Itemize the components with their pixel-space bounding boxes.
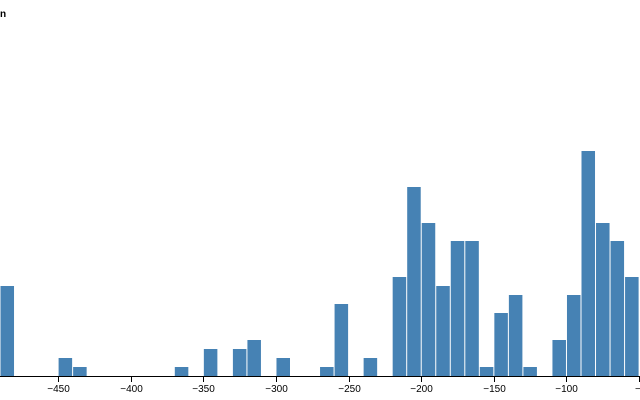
x-tick-label-6: −150: [483, 384, 506, 395]
histogram-bar-17: [479, 367, 494, 376]
histogram-bar-23: [581, 151, 596, 376]
histogram-bar-11: [392, 277, 407, 376]
histogram-bar-22: [566, 295, 581, 376]
x-tick-label-2: −350: [192, 384, 215, 395]
histogram-bar-5: [232, 349, 247, 376]
histogram-bar-25: [610, 241, 625, 376]
histogram-bar-2: [73, 367, 87, 376]
histogram-bar-6: [247, 340, 261, 376]
histogram-bar-10: [363, 358, 378, 376]
histogram-bar-19: [508, 295, 523, 376]
histogram-bar-3: [174, 367, 189, 376]
x-tick-label-0: −450: [47, 384, 70, 395]
x-tick-label-5: −200: [410, 384, 433, 395]
x-tick-label-8: −: [635, 384, 640, 395]
histogram-bar-15: [450, 241, 465, 376]
histogram-bar-1: [58, 358, 73, 376]
histogram-bar-0: [0, 286, 15, 376]
x-axis: −450 −400 −350 −300 −250 −200 −150 −100 −: [0, 376, 640, 395]
bars-group: [0, 151, 639, 376]
histogram-bar-4: [203, 349, 218, 376]
histogram-bar-18: [494, 313, 508, 376]
histogram-bar-7: [276, 358, 290, 376]
x-tick-label-3: −300: [265, 384, 288, 395]
x-tick-label-4: −250: [338, 384, 361, 395]
histogram-bar-13: [421, 223, 436, 376]
histogram-bar-21: [552, 340, 566, 376]
histogram-bar-9: [334, 304, 349, 376]
histogram-bar-26: [625, 277, 639, 376]
histogram-bar-20: [523, 367, 537, 376]
histogram-bar-12: [407, 187, 421, 376]
x-tick-label-7: −100: [555, 384, 578, 395]
histogram-bar-24: [596, 223, 610, 376]
histogram-bar-16: [465, 241, 479, 376]
x-tick-label-1: −400: [120, 384, 143, 395]
histogram-bar-14: [436, 286, 450, 376]
chart-corner-label: n: [0, 9, 7, 20]
histogram-bar-8: [320, 367, 334, 376]
